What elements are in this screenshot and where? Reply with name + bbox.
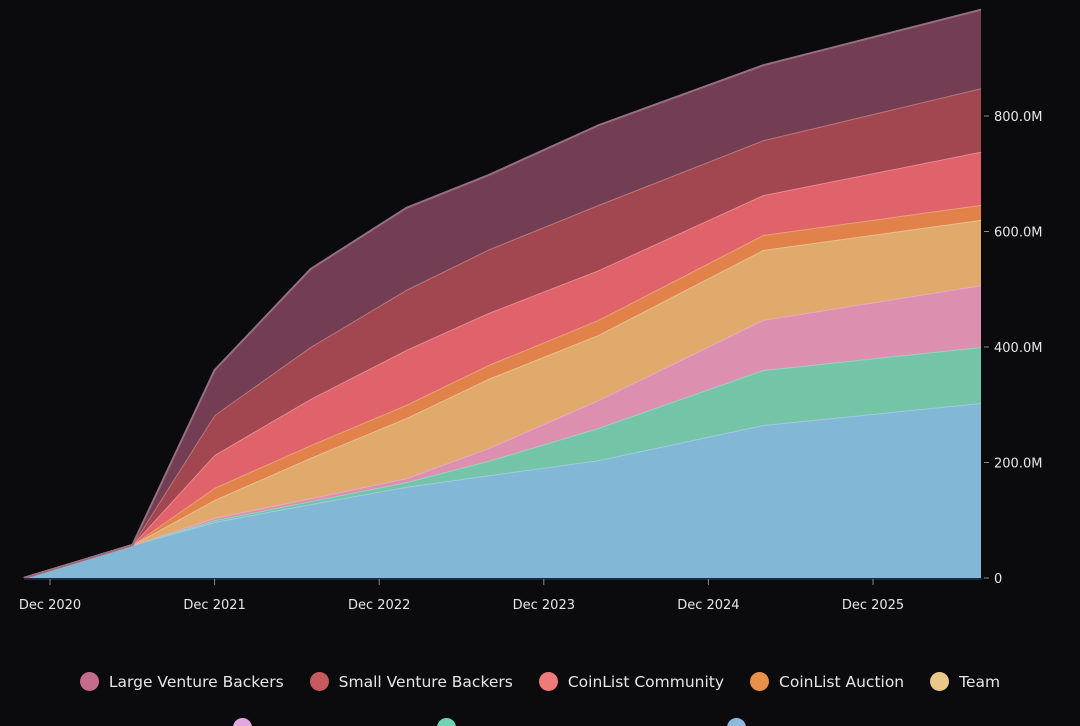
y-tick-label: 200.0M — [994, 457, 1042, 472]
x-tick-label: Dec 2025 — [842, 598, 904, 613]
area-coinlist-community[interactable] — [24, 151, 981, 579]
x-tick-label: Dec 2022 — [348, 598, 410, 613]
y-tick-label: 0 — [994, 572, 1002, 587]
legend-item-large-venture-backers[interactable]: Large Venture Backers — [79, 672, 284, 691]
legend-label: CoinList Community — [567, 672, 725, 691]
legend-label: Team — [959, 672, 1001, 691]
y-tick-label: 400.0M — [994, 341, 1042, 356]
y-tick-label: 600.0M — [994, 226, 1042, 241]
legend-dot-icon — [437, 718, 456, 726]
area-small-venture-backers[interactable] — [24, 88, 981, 579]
y-axis: 0 200.0M 400.0M 600.0M 800.0M — [984, 110, 1042, 587]
legend-item-row2-3[interactable] — [727, 718, 746, 726]
area-series-3[interactable] — [24, 285, 981, 578]
legend: Large Venture Backers Small Venture Backe… — [0, 672, 1080, 691]
legend-item-team[interactable]: Team — [930, 672, 1000, 691]
legend-label: Small Venture Backers — [338, 672, 513, 691]
legend-dot-icon — [233, 718, 252, 726]
legend-dot-icon — [727, 718, 746, 726]
x-tick-label: Dec 2021 — [183, 598, 245, 613]
legend-dot-icon — [750, 672, 770, 691]
legend-label: CoinList Auction — [779, 672, 905, 691]
legend-item-row2-2[interactable] — [437, 718, 456, 726]
area-series-2[interactable] — [24, 347, 981, 578]
x-tick-label: Dec 2024 — [677, 598, 739, 613]
legend-item-coinlist-community[interactable]: CoinList Community — [538, 672, 725, 691]
legend-label: Large Venture Backers — [108, 672, 284, 691]
legend-dot-icon — [538, 672, 558, 691]
legend-item-small-venture-backers[interactable]: Small Venture Backers — [309, 672, 513, 691]
legend-dot-icon — [930, 672, 950, 691]
legend-dot-icon — [309, 672, 329, 691]
legend-dot-icon — [79, 672, 99, 691]
legend-row-2 — [0, 718, 1080, 726]
area-series-group — [23, 8, 982, 579]
y-tick-label: 800.0M — [994, 110, 1042, 125]
area-team[interactable] — [24, 219, 981, 578]
x-tick-label: Dec 2020 — [19, 598, 81, 613]
area-large-venture-backers[interactable] — [24, 9, 981, 578]
series-line-8 — [23, 8, 982, 579]
x-tick-label: Dec 2023 — [513, 598, 575, 613]
legend-item-row2-1[interactable] — [233, 718, 252, 726]
area-series-1[interactable] — [24, 403, 981, 578]
x-axis: Dec 2020 Dec 2021 Dec 2022 Dec 2023 Dec 2024… — [19, 579, 904, 613]
stacked-area-chart: Dec 2020 Dec 2021 Dec 2022 Dec 2023 Dec 2024… — [19, 8, 1042, 613]
legend-item-coinlist-auction[interactable]: CoinList Auction — [750, 672, 904, 691]
